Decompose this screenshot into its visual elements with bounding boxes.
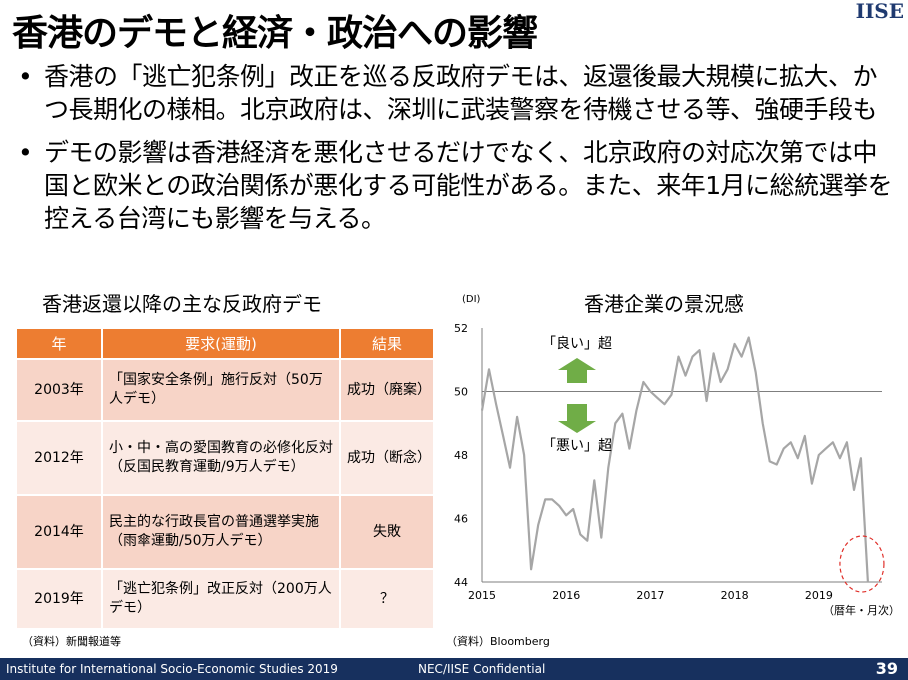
y-tick-label: 46 [454, 513, 468, 526]
iise-logo: IISE [855, 0, 904, 23]
y-tick-label: 52 [454, 322, 468, 335]
table-row: 2014年 民主的な行政長官の普通選挙実施（雨傘運動/50万人デモ） 失敗 [15, 494, 435, 570]
footer-confidential: NEC/IISE Confidential [418, 662, 546, 676]
cell-demand: 「国家安全条例」施行反対（50万人デモ） [101, 358, 341, 422]
page-number: 39 [875, 659, 898, 678]
footer-bar: Institute for International Socio-Econom… [0, 658, 908, 680]
y-tick-label: 50 [454, 386, 468, 399]
cell-result: ？ [339, 568, 435, 630]
bullet-symbol: • [18, 138, 33, 167]
up-arrow-icon [558, 358, 596, 383]
y-tick-label: 48 [454, 449, 468, 462]
header-year: 年 [15, 327, 103, 360]
header-result: 結果 [339, 327, 435, 360]
cell-year: 2003年 [15, 358, 103, 422]
demo-table: 年 要求(運動) 結果 2003年 「国家安全条例」施行反対（50万人デモ） 成… [15, 327, 435, 630]
table-source: （資料）新聞報道等 [22, 635, 121, 648]
business-sentiment-chart: 44 46 48 50 52 2015 2016 2017 2018 2019 (DI) （暦年・月次… [454, 294, 900, 617]
bullet-symbol: • [18, 62, 33, 91]
cell-demand: 民主的な行政長官の普通選挙実施（雨傘運動/50万人デモ） [101, 494, 341, 570]
cell-year: 2012年 [15, 420, 103, 496]
table-row: 2019年 「逃亡犯条例」改正反対（200万人デモ） ？ [15, 568, 435, 630]
cell-demand: 小・中・高の愛国教育の必修化反対（反国民教育運動/9万人デモ） [101, 420, 341, 496]
y-tick-label: 44 [454, 576, 468, 589]
x-tick-label: 2015 [468, 589, 496, 602]
annotation-good: 「良い」超 [542, 336, 612, 352]
bullet-item: • デモの影響は香港経済を悪化させるだけでなく、北京政府の対応次第では中国と欧米… [18, 136, 898, 235]
table-row: 2003年 「国家安全条例」施行反対（50万人デモ） 成功（廃案） [15, 358, 435, 422]
highlight-circle [839, 535, 885, 593]
cell-year: 2014年 [15, 494, 103, 570]
footer-institute: Institute for International Socio-Econom… [6, 662, 338, 676]
cell-result: 成功（断念） [339, 420, 435, 496]
annotation-bad: 「悪い」超 [542, 438, 612, 454]
down-arrow-icon [558, 404, 596, 433]
bullet-text: デモの影響は香港経済を悪化させるだけでなく、北京政府の対応次第では中国と欧米との… [44, 138, 893, 233]
table-row: 2012年 小・中・高の愛国教育の必修化反対（反国民教育運動/9万人デモ） 成功… [15, 420, 435, 496]
header-demand: 要求(運動) [101, 327, 341, 360]
cell-year: 2019年 [15, 568, 103, 630]
x-axis-label: （暦年・月次） [823, 603, 900, 617]
bullet-item: • 香港の「逃亡犯条例」改正を巡る反政府デモは、返還後最大規模に拡大、かつ長期化… [18, 60, 898, 126]
y-axis-label: (DI) [462, 294, 481, 305]
chart-source: （資料）Bloomberg [446, 635, 550, 648]
bullet-list: • 香港の「逃亡犯条例」改正を巡る反政府デモは、返還後最大規模に拡大、かつ長期化… [18, 60, 898, 245]
x-tick-label: 2018 [721, 589, 749, 602]
x-tick-label: 2017 [636, 589, 664, 602]
table-header-row: 年 要求(運動) 結果 [15, 327, 435, 360]
x-tick-label: 2016 [552, 589, 580, 602]
series-line [480, 336, 869, 583]
chart-title: 香港企業の景況感 [584, 292, 744, 316]
bullet-text: 香港の「逃亡犯条例」改正を巡る反政府デモは、返還後最大規模に拡大、かつ長期化の様… [44, 62, 878, 124]
cell-result: 失敗 [339, 494, 435, 570]
cell-result: 成功（廃案） [339, 358, 435, 422]
slide-title: 香港のデモと経済・政治への影響 [12, 13, 538, 54]
cell-demand: 「逃亡犯条例」改正反対（200万人デモ） [101, 568, 341, 630]
table-title: 香港返還以降の主な反政府デモ [42, 292, 322, 316]
x-tick-label: 2019 [805, 589, 833, 602]
